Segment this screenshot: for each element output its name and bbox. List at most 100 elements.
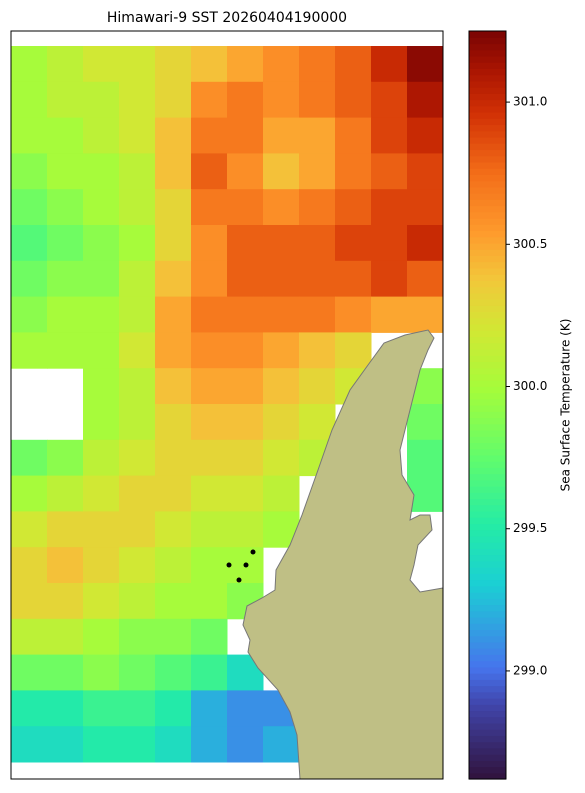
cell — [263, 81, 300, 119]
cell — [155, 225, 192, 262]
cell — [371, 296, 408, 333]
colorbar-step — [469, 161, 506, 169]
cell — [407, 260, 444, 298]
cell — [335, 46, 372, 83]
colorbar-step — [469, 492, 506, 500]
colorbar-step — [469, 598, 506, 606]
cell — [155, 260, 192, 298]
cell — [191, 583, 228, 620]
colorbar-step — [469, 560, 506, 568]
cell — [11, 583, 48, 620]
cell — [155, 547, 192, 584]
cell — [11, 475, 48, 512]
colorbar-step — [469, 673, 506, 680]
cell — [155, 189, 192, 226]
cell — [11, 618, 48, 656]
marker — [243, 562, 249, 568]
colorbar-step — [469, 523, 506, 531]
cell — [119, 618, 156, 656]
cell — [191, 404, 228, 441]
cell — [119, 439, 156, 477]
colorbar-step — [469, 242, 506, 250]
cell — [407, 153, 444, 190]
colorbar-step — [469, 423, 506, 431]
colorbar-step — [469, 429, 506, 437]
colorbar-step — [469, 317, 506, 325]
colorbar-step — [469, 218, 506, 225]
cell — [11, 332, 48, 369]
cell — [191, 475, 228, 512]
cell — [191, 332, 228, 369]
colorbar-step — [469, 199, 506, 207]
cell — [263, 46, 300, 83]
cell — [191, 654, 228, 691]
cell — [47, 153, 84, 190]
colorbar-step — [469, 274, 506, 281]
cell — [47, 332, 84, 369]
cell — [47, 511, 84, 548]
colorbar-step — [469, 249, 506, 256]
cell — [83, 726, 120, 763]
colorbar-step — [469, 255, 506, 263]
colorbar-step — [469, 517, 506, 525]
cell — [83, 153, 120, 190]
markers — [226, 549, 256, 583]
cell — [155, 404, 192, 441]
cell — [407, 81, 444, 119]
cell — [83, 439, 120, 477]
cell — [227, 475, 264, 512]
colorbar-step — [469, 610, 506, 618]
cell — [47, 189, 84, 226]
cell — [371, 153, 408, 190]
cell — [299, 260, 336, 298]
cell — [83, 225, 120, 262]
colorbar-step — [469, 623, 506, 630]
cell — [191, 511, 228, 548]
colorbar-step — [469, 348, 506, 356]
cell — [47, 475, 84, 512]
cell — [407, 404, 444, 441]
cell — [11, 46, 48, 83]
cell — [407, 296, 444, 333]
cell — [191, 225, 228, 262]
cell — [407, 439, 444, 477]
cell — [407, 189, 444, 226]
colorbar-step — [469, 299, 506, 306]
colorbar-step — [469, 386, 506, 394]
colorbar-step — [469, 679, 506, 687]
cell — [119, 547, 156, 584]
colorbar-step — [469, 174, 506, 182]
cell — [83, 547, 120, 584]
cell — [119, 368, 156, 405]
cell — [47, 260, 84, 298]
cell — [11, 726, 48, 763]
colorbar-step — [469, 355, 506, 362]
cell — [299, 153, 336, 190]
cell — [83, 654, 120, 691]
colorbar-tick-label: 300.5 — [513, 237, 547, 251]
marker — [236, 577, 242, 583]
cell — [227, 81, 264, 119]
colorbar-step — [469, 535, 506, 543]
cell — [11, 439, 48, 477]
cell — [83, 332, 120, 369]
colorbar-step — [469, 43, 506, 51]
cell — [227, 726, 264, 763]
colorbar-step — [469, 62, 506, 69]
cell — [299, 189, 336, 226]
cell — [83, 296, 120, 333]
cell — [263, 439, 300, 477]
cell — [11, 690, 48, 727]
colorbar-step — [469, 180, 506, 188]
colorbar-tick-label: 299.0 — [513, 663, 547, 677]
colorbar-step — [469, 436, 506, 443]
colorbar-step — [469, 741, 506, 749]
colorbar-step — [469, 31, 506, 38]
cell — [11, 117, 48, 154]
cell — [47, 296, 84, 333]
land — [242, 329, 444, 780]
colorbar-step — [469, 754, 506, 761]
colorbar-step — [469, 118, 506, 126]
colorbar-step — [469, 411, 506, 419]
